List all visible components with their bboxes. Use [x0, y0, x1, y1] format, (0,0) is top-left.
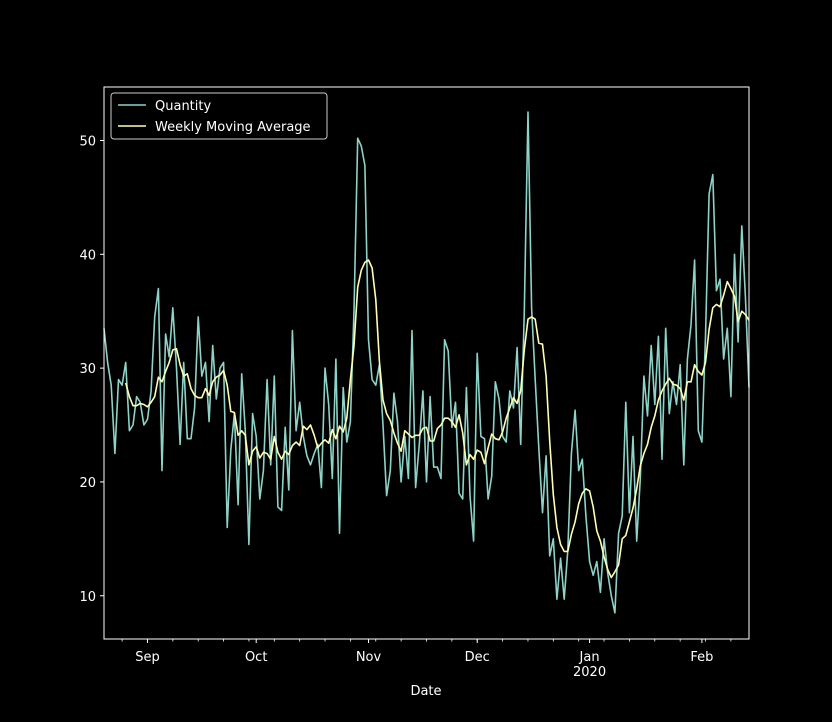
x-tick-label-feb: Feb — [690, 650, 713, 665]
x-tick-label-nov: Nov — [356, 650, 382, 665]
series-line-quantity — [103, 111, 750, 614]
legend-box — [110, 92, 328, 140]
x-tick-label-sep: Sep — [135, 650, 160, 665]
legend-label-weekly-moving-average: Weekly Moving Average — [155, 120, 311, 135]
y-tick-label-10: 10 — [79, 590, 96, 605]
legend: Quantity Weekly Moving Average — [110, 92, 328, 140]
y-tick-label-50: 50 — [79, 134, 96, 149]
x-tick-label-dec: Dec — [465, 650, 490, 665]
x-tick-label-jan: Jan — [579, 650, 600, 665]
x-tick-label-oct: Oct — [245, 650, 267, 665]
y-tick-label-40: 40 — [79, 248, 96, 263]
y-tick-label-30: 30 — [79, 362, 96, 377]
x-axis-label: Date — [410, 684, 441, 699]
y-tick-label-20: 20 — [79, 476, 96, 491]
series-line-weekly-moving-average — [124, 259, 750, 579]
series-layer — [103, 111, 750, 614]
x-tick-sublabel-2020: 2020 — [573, 665, 606, 680]
legend-label-quantity: Quantity — [155, 99, 211, 114]
plot-frame — [103, 86, 750, 640]
